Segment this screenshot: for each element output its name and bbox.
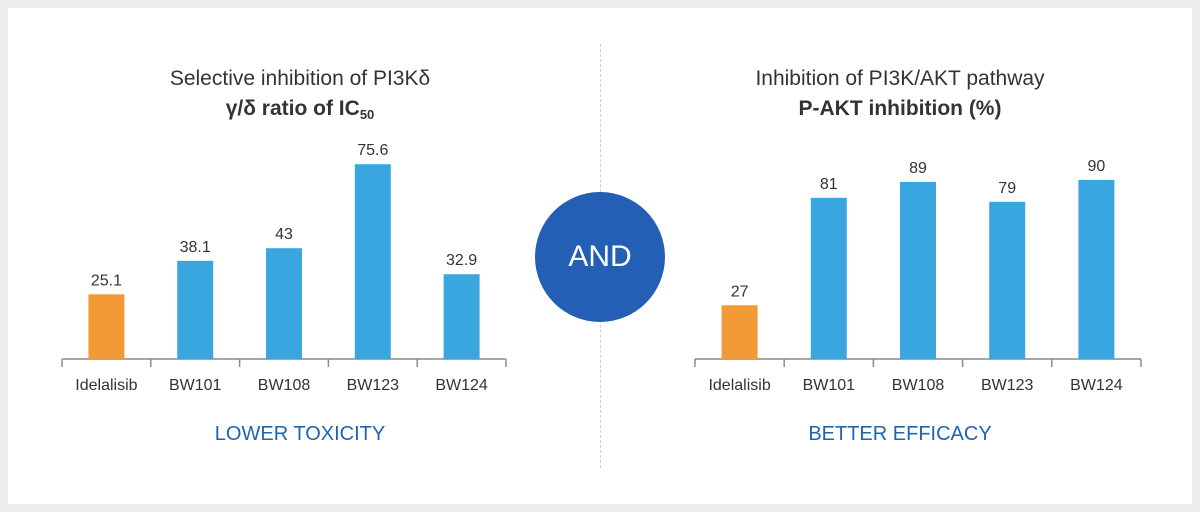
x-tick-label: BW108 — [258, 377, 311, 394]
bar-value-label: 25.1 — [91, 272, 122, 289]
bar-value-label: 38.1 — [180, 239, 211, 256]
x-tick-label: Idelalisib — [708, 377, 770, 394]
bar-value-label: 89 — [909, 160, 927, 177]
bar-value-label: 32.9 — [446, 252, 477, 269]
bar-bw123 — [354, 164, 391, 359]
and-connector-label: AND — [568, 240, 632, 273]
bar-bw108 — [266, 248, 302, 359]
right-chart-subtitle: P-AKT inhibition (%) — [600, 97, 1200, 121]
bar-value-label: 81 — [820, 176, 838, 193]
bar-bw101 — [810, 197, 847, 359]
left-bar-chart: 25.1 Idelalisib 38.1 BW101 43 BW108 75.6 BW123 3… — [61, 142, 507, 394]
bar-value-label: 90 — [1088, 158, 1106, 175]
x-tick-label: BW124 — [435, 377, 488, 394]
x-tick-label: BW124 — [1070, 377, 1123, 394]
right-subtitle-text: P-AKT inhibition (%) — [798, 97, 1002, 120]
bar-bw124 — [443, 274, 480, 359]
x-tick-label: BW108 — [892, 377, 945, 394]
left-subtitle-subscript: 50 — [359, 107, 375, 122]
bar-bw123 — [989, 201, 1026, 359]
and-connector-badge: AND — [535, 192, 665, 322]
bar-bw124 — [1078, 179, 1115, 359]
bar-bw101 — [177, 260, 214, 359]
x-tick-label: BW123 — [981, 377, 1034, 394]
right-chart-caption: BETTER EFFICACY — [808, 423, 992, 445]
left-subtitle-text: γ/δ ratio of IC — [225, 97, 360, 120]
x-tick-label: BW101 — [803, 377, 856, 394]
left-panel: Selective inhibition of PI3Kδ γ/δ ratio … — [0, 67, 600, 445]
x-tick-label: BW101 — [169, 377, 222, 394]
bar-idelalisib — [721, 305, 758, 359]
right-bar-chart: 27 Idelalisib 81 BW101 89 BW108 79 BW123 90 BW124 — [694, 158, 1142, 394]
bar-value-label: 79 — [998, 180, 1016, 197]
x-tick-label: BW123 — [347, 377, 400, 394]
left-chart-subtitle: γ/δ ratio of IC50 — [0, 97, 600, 121]
bar-idelalisib — [88, 294, 125, 359]
bar-value-label: 75.6 — [357, 142, 388, 159]
right-panel: Inhibition of PI3K/AKT pathway P-AKT inh… — [600, 0, 1200, 512]
bar-value-label: 43 — [275, 226, 293, 243]
x-tick-label: Idelalisib — [75, 377, 137, 394]
bar-value-label: 27 — [731, 283, 749, 300]
bar-bw108 — [900, 181, 936, 359]
right-chart-title: Inhibition of PI3K/AKT pathway — [755, 67, 1045, 90]
left-chart-caption: LOWER TOXICITY — [214, 423, 386, 445]
left-chart-title: Selective inhibition of PI3Kδ — [169, 67, 431, 90]
